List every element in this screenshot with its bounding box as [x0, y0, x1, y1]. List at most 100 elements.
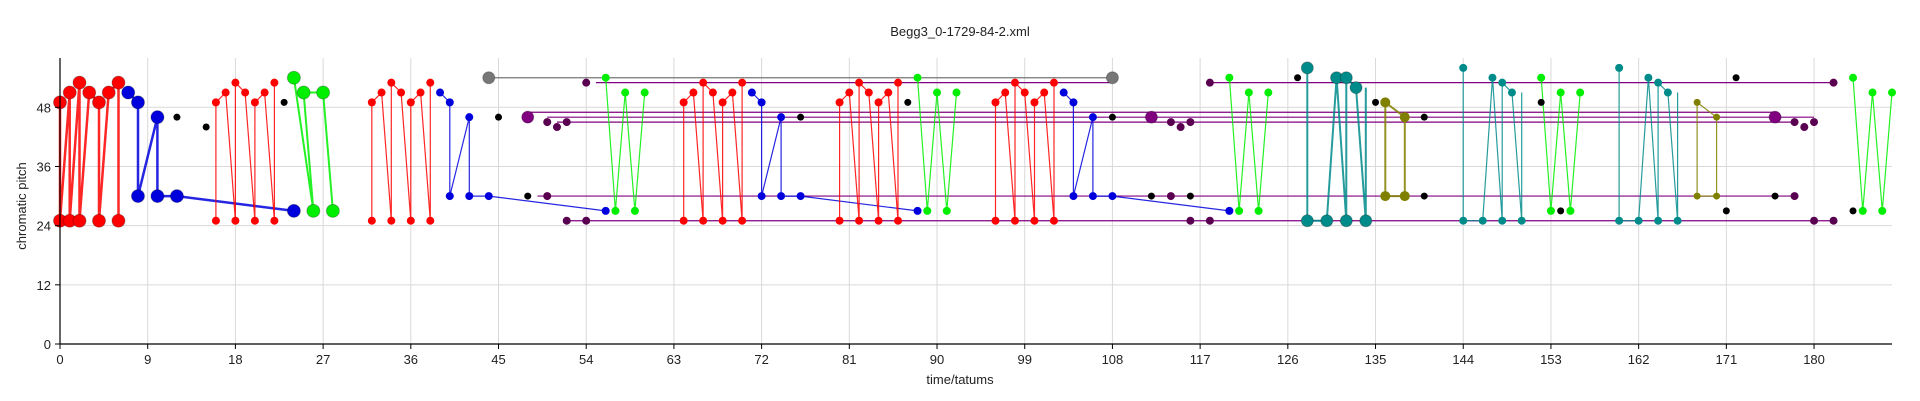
note-point	[718, 216, 727, 225]
note-point	[738, 216, 747, 225]
note-point	[1339, 71, 1353, 85]
note-point	[991, 98, 1000, 107]
note-point	[689, 88, 698, 97]
note-point	[1507, 88, 1516, 97]
note-point	[1040, 88, 1049, 97]
note-point	[1868, 88, 1877, 97]
note-point	[1517, 216, 1526, 225]
note-point	[1254, 206, 1263, 215]
note-point	[377, 88, 386, 97]
note-point	[1380, 191, 1391, 202]
note-point	[1498, 216, 1507, 225]
voice-line	[838, 82, 899, 222]
note-point	[894, 216, 903, 225]
note-point	[1829, 216, 1838, 225]
note-point	[1673, 216, 1682, 225]
note-point	[91, 95, 106, 110]
x-tick-label: 0	[56, 352, 63, 367]
note-point	[952, 88, 961, 97]
note-point	[1186, 216, 1195, 225]
note-point	[1790, 192, 1799, 201]
note-point	[738, 78, 747, 87]
note-point	[1176, 123, 1185, 132]
y-tick-label: 48	[37, 100, 51, 115]
note-point	[260, 88, 269, 97]
note-point	[130, 189, 145, 204]
x-tick-label: 153	[1540, 352, 1562, 367]
note-point	[1349, 81, 1363, 95]
note-point	[1888, 88, 1896, 97]
note-point	[1294, 74, 1302, 82]
note-point	[150, 110, 165, 125]
note-point	[1498, 78, 1507, 87]
note-point	[1399, 191, 1410, 202]
note-point	[1069, 98, 1078, 107]
note-point	[521, 110, 535, 124]
note-point	[1020, 88, 1029, 97]
note-point	[1088, 192, 1097, 201]
note-point	[1010, 216, 1019, 225]
x-tick-label: 18	[228, 352, 242, 367]
note-point	[1693, 192, 1701, 200]
note-point	[111, 75, 126, 90]
note-point	[1225, 73, 1234, 82]
note-point	[524, 192, 532, 200]
note-point	[482, 71, 496, 85]
note-point	[231, 216, 240, 225]
note-point	[543, 118, 552, 127]
x-tick-label: 9	[144, 352, 151, 367]
note-point	[894, 78, 903, 87]
voice-line	[1063, 92, 1230, 212]
note-point	[1768, 110, 1782, 124]
note-point	[270, 216, 279, 225]
axes: 0 9 18 27 36 45 54 63 72 81 90 99 108 117 126 135 144 153…	[37, 58, 1892, 367]
note-point	[1108, 113, 1116, 121]
note-point	[611, 206, 620, 215]
grid	[60, 58, 1892, 344]
note-point	[1380, 97, 1391, 108]
note-point	[1186, 192, 1194, 200]
note-point	[211, 216, 220, 225]
note-point	[445, 98, 454, 107]
note-point	[796, 192, 805, 201]
note-point	[1010, 78, 1019, 87]
note-point	[445, 192, 454, 201]
note-point	[1001, 88, 1010, 97]
note-point	[835, 98, 844, 107]
note-point	[1205, 216, 1214, 225]
note-point	[1654, 78, 1663, 87]
note-point	[942, 206, 951, 215]
note-point	[387, 216, 396, 225]
note-point	[1244, 88, 1253, 97]
note-point	[169, 189, 184, 204]
note-point	[1420, 113, 1428, 121]
note-point	[62, 85, 77, 100]
note-point	[1576, 88, 1585, 97]
voice-line	[1228, 77, 1269, 212]
note-point	[601, 206, 610, 215]
note-point	[552, 123, 561, 132]
note-point	[1546, 206, 1555, 215]
note-point	[728, 88, 737, 97]
note-point	[1790, 118, 1799, 127]
note-point	[874, 98, 883, 107]
note-point	[406, 216, 415, 225]
note-point	[1300, 214, 1314, 228]
note-point	[1566, 206, 1575, 215]
x-tick-label: 36	[404, 352, 418, 367]
note-point	[306, 203, 321, 218]
note-point	[82, 85, 97, 100]
note-point	[1147, 192, 1155, 200]
note-point	[1186, 118, 1195, 127]
note-point	[913, 206, 922, 215]
note-point	[1300, 61, 1314, 75]
y-axis-label: chromatic pitch	[14, 162, 29, 249]
note-points	[53, 61, 1896, 228]
note-point	[426, 78, 435, 87]
note-point	[1849, 73, 1858, 82]
voice-line	[439, 92, 606, 212]
x-tick-label: 171	[1715, 352, 1737, 367]
note-point	[757, 98, 766, 107]
note-point	[367, 216, 376, 225]
